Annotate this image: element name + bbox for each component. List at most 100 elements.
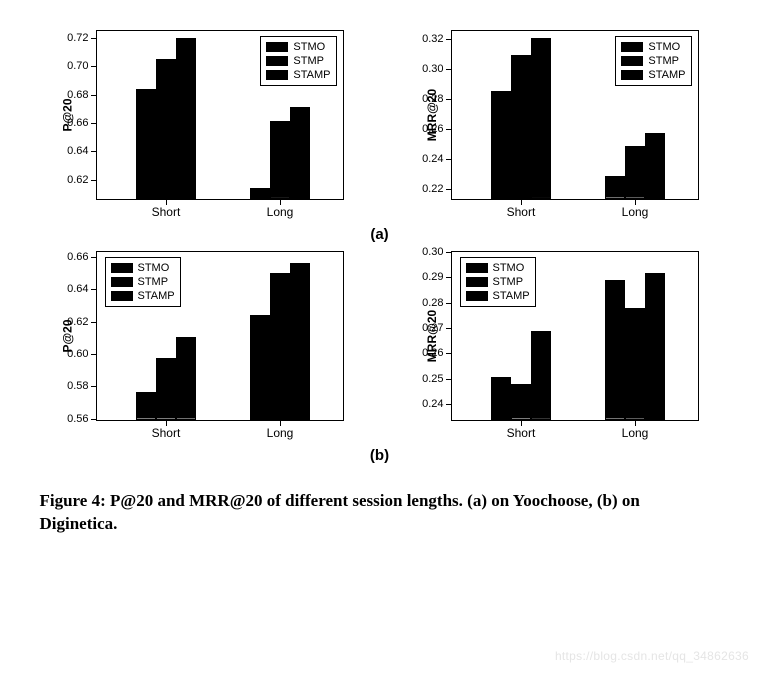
y-tick — [91, 66, 97, 67]
legend-swatch — [266, 42, 288, 52]
y-tick — [446, 69, 452, 70]
y-tick-label: 0.28 — [422, 93, 443, 105]
y-tick — [446, 39, 452, 40]
y-tick-label: 0.29 — [422, 271, 443, 283]
y-tick-label: 0.26 — [422, 347, 443, 359]
chart-b-left: P@200.560.580.600.620.640.66ShortLongSTM… — [40, 251, 365, 445]
y-tick-label: 0.30 — [422, 63, 443, 75]
legend-item: STAMP — [466, 289, 530, 303]
bar-stmp — [625, 146, 645, 199]
y-tick — [91, 123, 97, 124]
y-tick — [446, 159, 452, 160]
bar-stamp — [290, 107, 310, 199]
y-tick-label: 0.70 — [67, 60, 88, 72]
legend-label: STMO — [138, 261, 170, 275]
legend-item: STAMP — [266, 68, 330, 82]
bar-stmo — [250, 315, 270, 420]
y-tick-label: 0.66 — [67, 117, 88, 129]
y-tick-label: 0.62 — [67, 174, 88, 186]
legend-item: STMO — [621, 40, 685, 54]
legend-label: STMP — [493, 275, 524, 289]
y-tick-label: 0.62 — [67, 316, 88, 328]
bar-stmo — [491, 91, 511, 199]
legend-item: STAMP — [621, 68, 685, 82]
y-tick — [91, 180, 97, 181]
legend-item: STMO — [111, 261, 175, 275]
legend-swatch — [266, 56, 288, 66]
bar-stmp — [511, 384, 531, 420]
legend-swatch — [621, 56, 643, 66]
bar-stmp — [270, 273, 290, 420]
y-tick-label: 0.24 — [422, 398, 443, 410]
legend: STMOSTMPSTAMP — [460, 257, 536, 307]
chart-a-right: MRR@200.220.240.260.280.300.32ShortLongS… — [395, 30, 720, 224]
y-tick — [91, 257, 97, 258]
y-tick — [91, 38, 97, 39]
legend-swatch — [266, 70, 288, 80]
y-tick-label: 0.30 — [422, 246, 443, 258]
legend-item: STMP — [621, 54, 685, 68]
legend-label: STMO — [648, 40, 680, 54]
chart-a-left: P@200.620.640.660.680.700.72ShortLongSTM… — [40, 30, 365, 224]
plot-area: MRR@200.240.250.260.270.280.290.30ShortL… — [451, 251, 699, 421]
bar-stmp — [156, 59, 176, 199]
panel-row-a: P@200.620.640.660.680.700.72ShortLongSTM… — [40, 30, 720, 224]
legend-swatch — [111, 263, 133, 273]
panel-label-b: (b) — [40, 447, 720, 464]
y-tick-label: 0.28 — [422, 297, 443, 309]
x-tick-label: Long — [267, 426, 294, 440]
y-tick-label: 0.26 — [422, 123, 443, 135]
legend: STMOSTMPSTAMP — [105, 257, 181, 307]
legend-label: STMO — [293, 40, 325, 54]
y-tick-label: 0.60 — [67, 348, 88, 360]
y-tick — [91, 322, 97, 323]
y-tick-label: 0.32 — [422, 33, 443, 45]
bar-stmo — [605, 280, 625, 420]
y-tick-label: 0.25 — [422, 373, 443, 385]
bar-stamp — [176, 38, 196, 200]
legend-label: STAMP — [493, 289, 530, 303]
legend-label: STAMP — [138, 289, 175, 303]
legend-item: STMP — [266, 54, 330, 68]
x-tick-label: Short — [152, 426, 181, 440]
legend-label: STMP — [293, 54, 324, 68]
bar-stamp — [531, 331, 551, 420]
x-tick-label: Short — [152, 205, 181, 219]
y-tick — [446, 353, 452, 354]
y-tick — [91, 95, 97, 96]
y-tick-label: 0.68 — [67, 89, 88, 101]
x-tick-label: Long — [267, 205, 294, 219]
bar-stmo — [136, 392, 156, 420]
y-tick-label: 0.66 — [67, 251, 88, 263]
bar-stmp — [625, 308, 645, 420]
y-tick-label: 0.27 — [422, 322, 443, 334]
chart-b-right: MRR@200.240.250.260.270.280.290.30ShortL… — [395, 251, 720, 445]
y-tick — [446, 99, 452, 100]
legend-swatch — [466, 277, 488, 287]
x-tick-label: Short — [507, 205, 536, 219]
legend-swatch — [466, 263, 488, 273]
bar-stmp — [511, 55, 531, 199]
legend-item: STMP — [466, 275, 530, 289]
legend-label: STAMP — [293, 68, 330, 82]
y-tick — [446, 189, 452, 190]
bar-stmp — [156, 358, 176, 420]
legend-item: STAMP — [111, 289, 175, 303]
panel-row-b: P@200.560.580.600.620.640.66ShortLongSTM… — [40, 251, 720, 445]
figure-caption: Figure 4: P@20 and MRR@20 of different s… — [40, 490, 720, 536]
x-tick-label: Short — [507, 426, 536, 440]
legend: STMOSTMPSTAMP — [615, 36, 691, 86]
legend-item: STMO — [266, 40, 330, 54]
y-tick — [446, 252, 452, 253]
bar-stmo — [605, 176, 625, 199]
legend-swatch — [466, 291, 488, 301]
legend-swatch — [621, 70, 643, 80]
x-tick-label: Long — [622, 205, 649, 219]
y-tick-label: 0.64 — [67, 283, 88, 295]
y-tick-label: 0.24 — [422, 153, 443, 165]
y-tick — [91, 419, 97, 420]
legend-label: STMP — [648, 54, 679, 68]
legend-label: STAMP — [648, 68, 685, 82]
plot-area: MRR@200.220.240.260.280.300.32ShortLongS… — [451, 30, 699, 200]
y-tick — [91, 354, 97, 355]
